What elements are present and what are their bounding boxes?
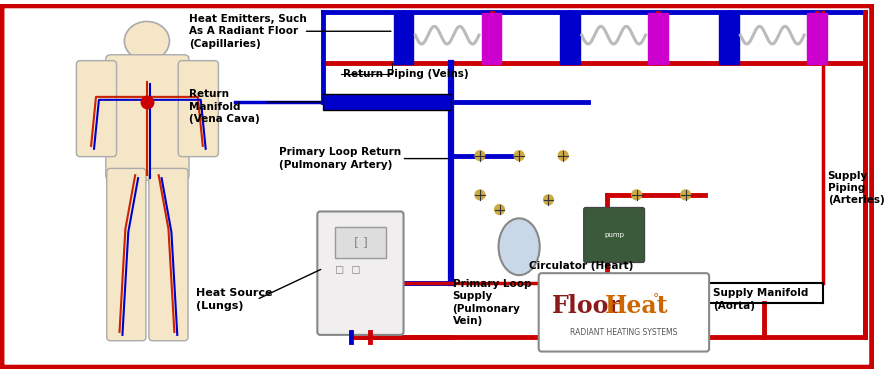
Bar	[335, 227, 386, 258]
Circle shape	[543, 195, 553, 205]
Text: ◻  ◻: ◻ ◻	[335, 265, 360, 275]
Bar	[482, 13, 501, 63]
Text: Primary Loop Return
(Pulmonary Artery): Primary Loop Return (Pulmonary Artery)	[279, 147, 401, 170]
Circle shape	[632, 190, 641, 200]
Text: Floor: Floor	[551, 294, 621, 317]
Text: pump: pump	[604, 232, 624, 238]
Bar	[719, 13, 739, 63]
Text: Primary Loop
Supply
(Pulmonary
Vein): Primary Loop Supply (Pulmonary Vein)	[452, 279, 531, 326]
Bar	[560, 13, 580, 63]
FancyBboxPatch shape	[178, 61, 219, 157]
FancyBboxPatch shape	[318, 211, 403, 335]
Text: Circulator (Heart): Circulator (Heart)	[529, 261, 633, 271]
FancyBboxPatch shape	[77, 61, 117, 157]
Bar	[648, 13, 668, 63]
Circle shape	[475, 151, 485, 160]
Bar	[323, 94, 450, 110]
Circle shape	[558, 151, 568, 160]
Bar	[393, 13, 413, 63]
Text: Return Piping (Veins): Return Piping (Veins)	[343, 69, 468, 79]
Ellipse shape	[124, 22, 169, 61]
FancyBboxPatch shape	[583, 207, 645, 263]
Circle shape	[495, 205, 504, 214]
Text: [ ]: [ ]	[353, 236, 368, 249]
Ellipse shape	[499, 218, 540, 275]
FancyBboxPatch shape	[539, 273, 709, 351]
FancyBboxPatch shape	[106, 55, 189, 180]
FancyBboxPatch shape	[107, 168, 146, 341]
Text: Heat Emitters, Such
As A Radiant Floor
(Capillaries): Heat Emitters, Such As A Radiant Floor (…	[189, 14, 307, 48]
Text: RADIANT HEATING SYSTEMS: RADIANT HEATING SYSTEMS	[570, 329, 678, 338]
Circle shape	[514, 151, 524, 160]
Text: Return
Manifold
(Vena Cava): Return Manifold (Vena Cava)	[189, 89, 260, 124]
FancyBboxPatch shape	[149, 168, 188, 341]
Text: Supply
Piping
(Arteries): Supply Piping (Arteries)	[828, 170, 884, 206]
Text: Heat Source
(Lungs): Heat Source (Lungs)	[196, 288, 272, 311]
Text: Supply Manifold
(Aorta): Supply Manifold (Aorta)	[713, 288, 808, 311]
FancyBboxPatch shape	[1, 5, 872, 368]
Bar	[807, 13, 827, 63]
Text: Heat: Heat	[606, 294, 669, 317]
Circle shape	[681, 190, 690, 200]
Text: °: °	[652, 292, 658, 305]
Circle shape	[475, 190, 485, 200]
